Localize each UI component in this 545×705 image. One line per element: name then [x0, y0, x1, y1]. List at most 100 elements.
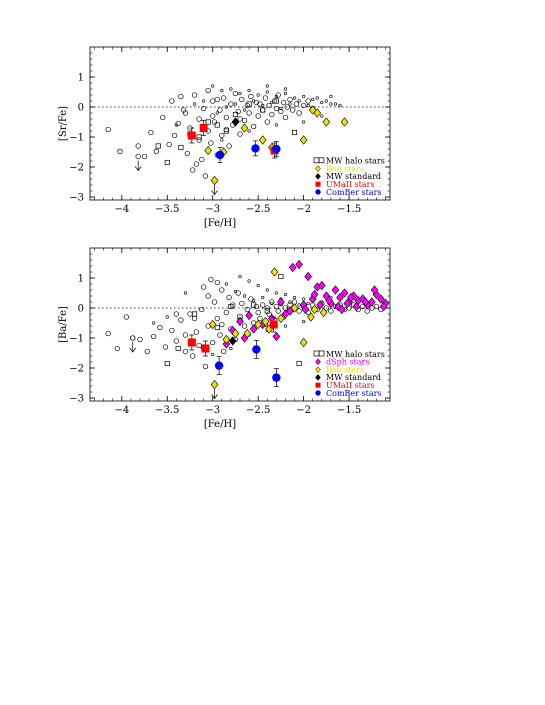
y-tick-label: 0: [78, 103, 84, 114]
data-point: [223, 128, 229, 134]
data-point: [239, 96, 245, 103]
data-point: [214, 324, 220, 331]
data-point: [336, 292, 344, 303]
data-point: [254, 319, 262, 330]
data-point: [322, 117, 331, 127]
data-point: [169, 98, 175, 104]
data-point: [232, 111, 239, 118]
data-point: [211, 299, 218, 305]
data-point: [173, 311, 180, 317]
data-point: [278, 108, 284, 115]
data-point: [310, 304, 319, 315]
data-point: [211, 352, 215, 357]
upper-limit-arrowhead: [134, 166, 142, 172]
data-point: [257, 315, 263, 322]
data-point: [202, 173, 209, 179]
data-point: [210, 339, 216, 346]
data-point: [205, 119, 211, 125]
data-point: [248, 93, 254, 100]
data-point: [226, 294, 232, 301]
data-point: [255, 309, 261, 316]
upper-limit-arrowhead: [129, 347, 137, 353]
x-tick-label: −1.5: [337, 204, 361, 215]
data-point: [210, 113, 216, 119]
data-point: [148, 129, 154, 136]
data-point: [264, 308, 270, 314]
legend-marker: [315, 189, 321, 195]
legend-marker: [315, 165, 321, 172]
data-point: [296, 110, 302, 116]
data-point: [215, 111, 219, 115]
data-point: [288, 102, 292, 106]
data-point: [253, 303, 260, 310]
y-tick-label: 0: [78, 304, 84, 315]
y-tick-label: −1: [69, 334, 84, 345]
data-point: [373, 303, 380, 310]
data-point: [246, 101, 252, 107]
data-point: [316, 300, 324, 310]
data-point: [329, 102, 333, 106]
data-point: [191, 315, 198, 322]
data-point: [117, 148, 123, 155]
series-boo-stars: [204, 105, 349, 157]
data-point: [299, 337, 308, 348]
data-point: [164, 159, 170, 166]
data-point: [200, 105, 207, 112]
data-point: [217, 107, 223, 113]
data-point: [123, 314, 130, 320]
data-point: [210, 98, 216, 104]
data-point: [244, 102, 250, 109]
data-point: [251, 144, 260, 153]
data-point: [193, 329, 200, 335]
data-point: [277, 297, 285, 307]
data-point: [338, 304, 346, 315]
data-point: [202, 363, 209, 370]
panel-1: −4 −3.5 −3 −2.5 −2 −1.5 −3 −2 −1 0 1 [Fe/H] [Sr/Fe] M…: [58, 46, 391, 229]
data-point: [319, 307, 328, 318]
data-point: [178, 144, 184, 151]
legend-marker: [315, 366, 321, 373]
data-point: [178, 93, 184, 100]
data-point: [300, 102, 307, 109]
data-point: [288, 300, 292, 304]
data-point: [261, 316, 270, 327]
upper-limit-arrowhead: [211, 190, 218, 196]
legend-label: MW halo stars: [326, 350, 385, 359]
data-point: [162, 344, 169, 350]
data-point: [283, 292, 288, 297]
data-point: [175, 120, 181, 127]
series-boo-stars-upper-limit: [210, 379, 219, 400]
legend-label: ComBer stars: [326, 389, 382, 398]
data-point: [333, 102, 338, 106]
data-point: [340, 117, 349, 127]
series-mw-standard: [228, 336, 237, 346]
data-point: [329, 94, 333, 99]
data-point: [320, 114, 324, 118]
data-point: [214, 279, 220, 286]
data-point: [211, 84, 215, 88]
data-point: [166, 141, 172, 148]
data-point: [210, 175, 219, 186]
legend-label: dSph stars: [326, 358, 369, 367]
data-point: [311, 97, 315, 102]
data-point: [323, 305, 330, 311]
data-point: [377, 294, 385, 304]
series-comber-stars: [215, 140, 281, 163]
series-dsph-stars: [222, 259, 390, 349]
data-point: [223, 309, 230, 316]
legend-entry: MW standard: [315, 172, 381, 181]
data-point: [295, 259, 303, 270]
data-point: [144, 348, 150, 355]
data-point: [224, 105, 228, 109]
data-point: [241, 323, 248, 329]
y-tick-label: −2: [69, 163, 84, 174]
data-point: [361, 297, 370, 307]
data-point: [196, 137, 202, 143]
data-point: [237, 131, 243, 137]
data-point: [368, 297, 376, 307]
data-point: [171, 132, 178, 139]
x-tick-label: −3: [205, 405, 220, 416]
data-point: [325, 295, 333, 306]
data-point: [199, 156, 205, 163]
upper-limit-arrowhead: [211, 394, 218, 400]
